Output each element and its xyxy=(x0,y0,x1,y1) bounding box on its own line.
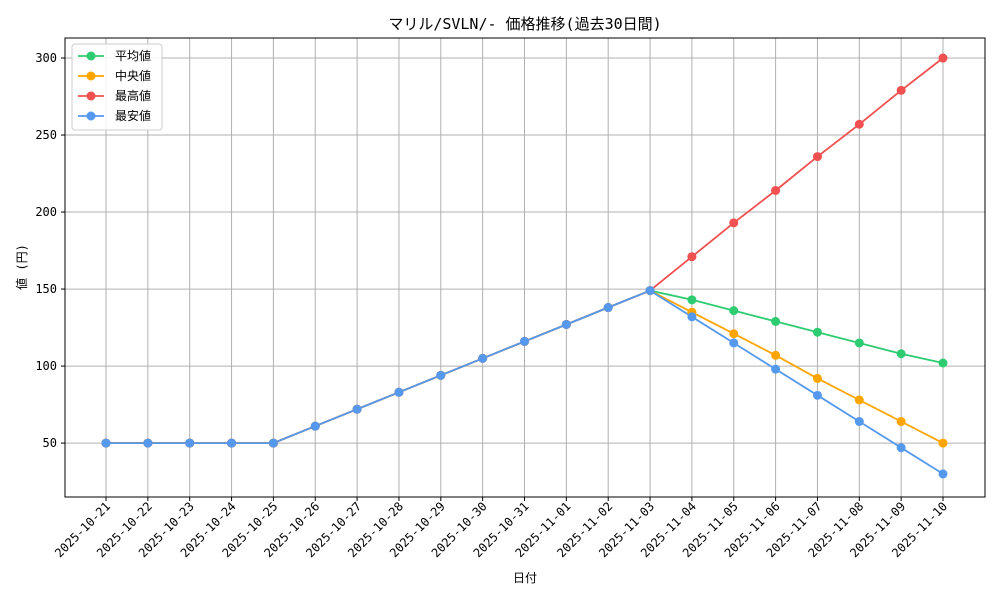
legend-marker-3 xyxy=(86,111,96,121)
y-tick-label: 200 xyxy=(35,205,57,219)
legend-label-2: 最高値 xyxy=(115,88,151,103)
chart-title: マリル/SVLN/- 価格推移(過去30日間) xyxy=(388,15,661,33)
data-point-s3-8 xyxy=(436,370,446,380)
grid xyxy=(65,38,985,497)
data-point-s0-18 xyxy=(854,338,864,348)
data-point-s2-15 xyxy=(729,218,739,228)
data-point-s3-6 xyxy=(352,404,362,414)
data-point-s0-19 xyxy=(896,349,906,359)
legend-marker-1 xyxy=(86,71,96,81)
x-axis-label: 日付 xyxy=(513,571,537,585)
data-point-s3-2 xyxy=(185,438,195,448)
y-tick-label: 250 xyxy=(35,128,57,142)
data-point-s3-1 xyxy=(143,438,153,448)
y-tick-label: 100 xyxy=(35,359,57,373)
legend-label-0: 平均値 xyxy=(115,48,151,63)
data-point-s3-16 xyxy=(771,364,781,374)
data-point-s2-19 xyxy=(896,85,906,95)
data-point-s1-16 xyxy=(771,350,781,360)
data-point-s3-4 xyxy=(268,438,278,448)
data-point-s3-11 xyxy=(561,319,571,329)
data-point-s3-15 xyxy=(729,338,739,348)
series-points xyxy=(101,53,948,479)
data-point-s0-15 xyxy=(729,306,739,316)
legend-box xyxy=(71,43,163,131)
data-point-s2-20 xyxy=(938,53,948,63)
data-point-s3-7 xyxy=(394,387,404,397)
y-axis-ticks: 50 100 150 200 250 300 xyxy=(35,51,65,450)
data-point-s0-20 xyxy=(938,358,948,368)
data-point-s3-17 xyxy=(812,390,822,400)
data-point-s3-20 xyxy=(938,469,948,479)
data-point-s2-16 xyxy=(771,185,781,195)
data-point-s3-14 xyxy=(687,312,697,322)
y-tick-label: 50 xyxy=(43,436,57,450)
data-point-s0-14 xyxy=(687,295,697,305)
y-tick-label: 300 xyxy=(35,51,57,65)
data-point-s2-17 xyxy=(812,152,822,162)
legend-label-3: 最安値 xyxy=(115,108,151,123)
data-point-s3-5 xyxy=(310,421,320,431)
data-point-s1-18 xyxy=(854,395,864,405)
y-tick-label: 150 xyxy=(35,282,57,296)
data-point-s0-17 xyxy=(812,327,822,337)
y-axis-label: 値 (円) xyxy=(14,244,29,290)
data-point-s3-10 xyxy=(520,336,529,346)
data-point-s1-17 xyxy=(812,373,822,383)
data-point-s1-20 xyxy=(938,438,948,448)
legend-marker-0 xyxy=(86,51,96,61)
data-point-s1-15 xyxy=(729,329,739,339)
data-point-s1-19 xyxy=(896,417,906,427)
data-point-s3-3 xyxy=(227,438,237,448)
data-point-s2-14 xyxy=(687,252,697,262)
data-point-s0-16 xyxy=(771,316,781,326)
x-axis-ticks: 2025-10-212025-10-222025-10-232025-10-24… xyxy=(52,497,950,560)
data-point-s3-0 xyxy=(101,438,111,448)
data-point-s3-18 xyxy=(854,417,864,427)
data-point-s3-12 xyxy=(603,303,613,313)
data-point-s3-19 xyxy=(896,443,906,453)
data-point-s3-9 xyxy=(478,353,488,363)
legend-marker-2 xyxy=(86,91,96,101)
legend-label-1: 中央値 xyxy=(115,68,151,83)
data-point-s2-18 xyxy=(854,119,864,129)
data-point-s3-13 xyxy=(645,286,655,296)
